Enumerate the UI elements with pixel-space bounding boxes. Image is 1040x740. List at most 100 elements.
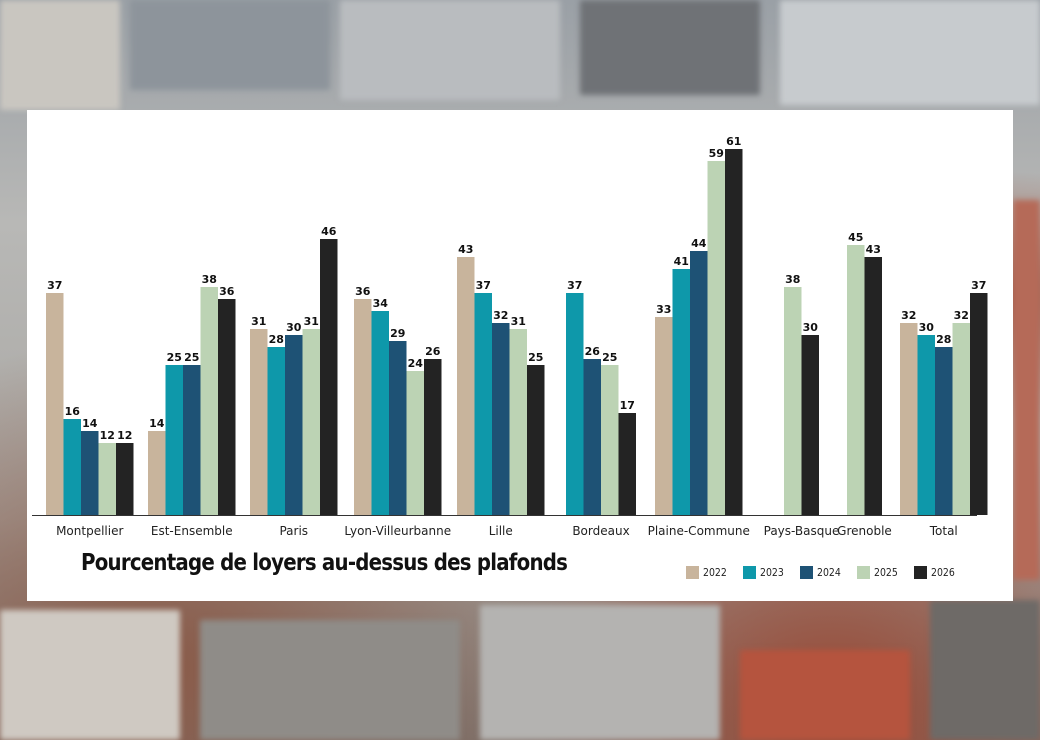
data-label: 30 bbox=[919, 321, 935, 334]
bar-2024-lyon-villeurbanne bbox=[389, 341, 407, 515]
data-label: 25 bbox=[184, 351, 199, 364]
category-label: Plaine-Commune bbox=[648, 524, 750, 538]
bar-2026-lyon-villeurbanne bbox=[424, 359, 442, 515]
legend-label: 2023 bbox=[760, 566, 784, 579]
legend-swatch bbox=[743, 566, 756, 579]
data-label: 26 bbox=[585, 345, 601, 358]
data-label: 25 bbox=[167, 351, 182, 364]
legend-swatch bbox=[914, 566, 927, 579]
data-label: 38 bbox=[202, 273, 217, 286]
data-label: 37 bbox=[476, 279, 491, 292]
bar-2026-bordeaux bbox=[618, 413, 636, 515]
bar-2025-pays-basque bbox=[784, 287, 802, 515]
bar-2025-est-ensemble bbox=[200, 287, 218, 515]
data-label: 36 bbox=[219, 285, 235, 298]
data-label: 25 bbox=[528, 351, 543, 364]
bar-2026-paris bbox=[320, 239, 338, 515]
data-label: 37 bbox=[567, 279, 582, 292]
legend-item-2023: 2023 bbox=[743, 566, 790, 579]
category-label: Est-Ensemble bbox=[151, 524, 233, 538]
bar-2025-bordeaux bbox=[601, 365, 619, 515]
bar-2024-montpellier bbox=[81, 431, 99, 515]
category-label: Montpellier bbox=[56, 524, 123, 538]
bar-2023-paris bbox=[267, 347, 285, 515]
legend-item-2022: 2022 bbox=[686, 566, 733, 579]
bar-2023-total bbox=[917, 335, 935, 515]
bar-2025-paris bbox=[302, 329, 320, 515]
data-label: 45 bbox=[848, 231, 863, 244]
data-label: 44 bbox=[691, 237, 707, 250]
bar-2024-est-ensemble bbox=[183, 365, 201, 515]
data-label: 14 bbox=[82, 417, 98, 430]
data-label: 38 bbox=[785, 273, 800, 286]
category-label: Lille bbox=[489, 524, 513, 538]
bar-2024-total bbox=[935, 347, 953, 515]
bar-2022-plaine-commune bbox=[655, 317, 673, 515]
chart-title: Pourcentage de loyers au-dessus des plaf… bbox=[81, 550, 568, 576]
legend-item-2024: 2024 bbox=[800, 566, 847, 579]
bar-2025-lyon-villeurbanne bbox=[406, 371, 424, 515]
bar-2025-grenoble bbox=[847, 245, 865, 515]
category-label: Total bbox=[929, 524, 958, 538]
category-label: Pays-Basque bbox=[764, 524, 840, 538]
data-label: 32 bbox=[901, 309, 916, 322]
data-label: 61 bbox=[726, 135, 741, 148]
bar-2023-montpellier bbox=[63, 419, 81, 515]
data-label: 16 bbox=[65, 405, 81, 418]
data-label: 59 bbox=[709, 147, 724, 160]
bar-2026-montpellier bbox=[116, 443, 134, 515]
bar-2025-lille bbox=[509, 329, 527, 515]
bar-2025-total bbox=[952, 323, 970, 515]
bar-2024-lille bbox=[492, 323, 510, 515]
data-label: 12 bbox=[100, 429, 115, 442]
category-label: Lyon-Villeurbanne bbox=[344, 524, 451, 538]
bar-2026-grenoble bbox=[864, 257, 882, 515]
data-label: 24 bbox=[408, 357, 424, 370]
chart-legend: 2022 2023 2024 2025 2026 bbox=[676, 566, 961, 579]
data-label: 14 bbox=[149, 417, 165, 430]
legend-label: 2022 bbox=[703, 566, 727, 579]
bar-2023-est-ensemble bbox=[165, 365, 183, 515]
data-label: 46 bbox=[321, 225, 337, 238]
legend-item-2025: 2025 bbox=[857, 566, 904, 579]
data-label: 12 bbox=[117, 429, 132, 442]
data-label: 32 bbox=[493, 309, 508, 322]
bar-2022-est-ensemble bbox=[148, 431, 166, 515]
data-label: 31 bbox=[251, 315, 266, 328]
data-label: 28 bbox=[936, 333, 951, 346]
category-label: Paris bbox=[279, 524, 308, 538]
legend-swatch bbox=[800, 566, 813, 579]
legend-item-2026: 2026 bbox=[914, 566, 961, 579]
bar-2026-pays-basque bbox=[801, 335, 819, 515]
bar-2022-montpellier bbox=[46, 293, 64, 515]
legend-label: 2024 bbox=[817, 566, 841, 579]
bar-2024-plaine-commune bbox=[690, 251, 708, 515]
bar-2023-lille bbox=[474, 293, 492, 515]
bar-2025-montpellier bbox=[98, 443, 116, 515]
data-label: 37 bbox=[47, 279, 62, 292]
data-label: 36 bbox=[355, 285, 371, 298]
data-label: 32 bbox=[954, 309, 969, 322]
data-label: 17 bbox=[620, 399, 635, 412]
bar-2025-plaine-commune bbox=[707, 161, 725, 515]
category-label: Grenoble bbox=[837, 524, 892, 538]
data-label: 30 bbox=[286, 321, 302, 334]
data-label: 25 bbox=[602, 351, 617, 364]
bar-2022-total bbox=[900, 323, 918, 515]
legend-label: 2025 bbox=[874, 566, 898, 579]
data-label: 28 bbox=[269, 333, 284, 346]
bar-2026-est-ensemble bbox=[218, 299, 236, 515]
data-label: 33 bbox=[656, 303, 671, 316]
data-label: 26 bbox=[425, 345, 441, 358]
bar-2023-lyon-villeurbanne bbox=[371, 311, 389, 515]
bar-2026-lille bbox=[527, 365, 545, 515]
chart-card: 37 16 14 12 12 Montpellier 14 25 25 38 36 Est-Ensem… bbox=[27, 110, 1013, 601]
bar-2022-paris bbox=[250, 329, 268, 515]
legend-swatch bbox=[857, 566, 870, 579]
legend-label: 2026 bbox=[931, 566, 955, 579]
bar-2023-bordeaux bbox=[566, 293, 584, 515]
bar-2023-plaine-commune bbox=[672, 269, 690, 515]
data-label: 34 bbox=[373, 297, 389, 310]
